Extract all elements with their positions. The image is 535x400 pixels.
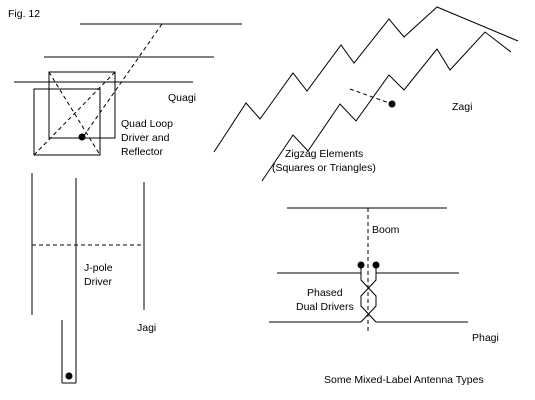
label-boom: Boom (372, 224, 400, 236)
zagi-boom (349, 88, 393, 105)
label-zigzag-2: (Squares or Triangles) (272, 162, 376, 174)
label-zagi: Zagi (452, 101, 472, 113)
label-phagi: Phagi (472, 332, 499, 344)
zagi-feedpoint (388, 100, 396, 108)
phagi-feedpoint-right (372, 261, 380, 269)
quad-loop-diagonal-2 (33, 71, 116, 156)
quad-loop-diagonal-1 (48, 71, 101, 156)
quagi-antenna (14, 23, 242, 156)
zigzag-element-1 (213, 6, 519, 153)
label-jagi: Jagi (137, 322, 156, 334)
zagi-antenna (213, 6, 519, 182)
label-phased-1: Phased (307, 287, 343, 299)
label-quagi: Quagi (168, 92, 196, 104)
quagi-boom (82, 23, 163, 138)
figure-number: Fig. 12 (8, 8, 40, 20)
label-quad-loop-2: Driver and (121, 132, 170, 144)
quagi-feedpoint (78, 133, 86, 141)
label-phased-2: Dual Drivers (296, 301, 354, 313)
label-jpole-2: Driver (84, 276, 113, 288)
quad-loop-back (33, 88, 101, 156)
phased-feedline-2 (360, 266, 377, 323)
jagi-antenna (31, 173, 145, 384)
label-jpole-1: J-pole (84, 262, 113, 274)
phagi-antenna (269, 207, 468, 333)
label-quad-loop-1: Quad Loop (121, 118, 173, 130)
phased-feedline-1 (360, 266, 377, 323)
zigzag-element-2 (261, 31, 512, 182)
figure-caption: Some Mixed-Label Antenna Types (324, 374, 484, 386)
jpole-feedpoint (65, 372, 73, 380)
phagi-feedpoint-left (357, 261, 365, 269)
label-zigzag-1: Zigzag Elements (285, 148, 363, 160)
label-quad-loop-3: Reflector (121, 146, 164, 158)
